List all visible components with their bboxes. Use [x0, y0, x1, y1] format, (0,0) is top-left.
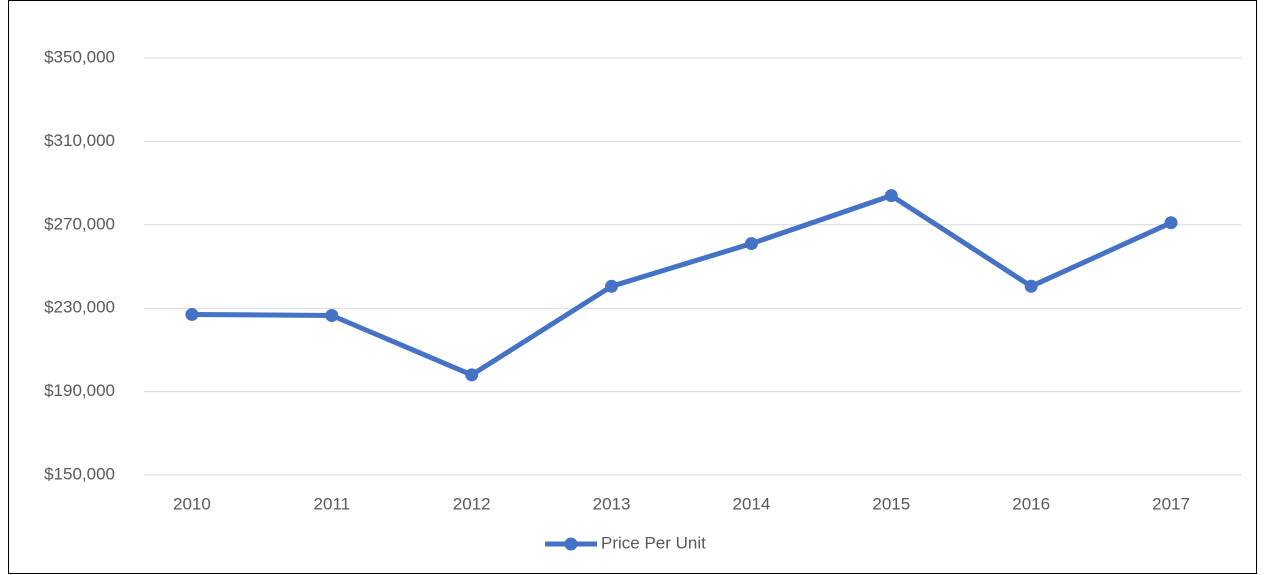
x-tick-label: 2017	[1152, 494, 1190, 513]
legend-label: Price Per Unit	[601, 533, 706, 552]
data-point	[465, 368, 479, 382]
y-tick-label: $270,000	[44, 214, 115, 233]
data-point	[744, 237, 758, 251]
x-tick-label: 2015	[872, 494, 910, 513]
data-point	[1024, 279, 1038, 293]
data-point	[325, 308, 339, 322]
x-tick-label: 2013	[593, 494, 631, 513]
x-tick-label: 2010	[173, 494, 211, 513]
data-point	[605, 279, 619, 293]
y-tick-label: $310,000	[44, 131, 115, 150]
x-tick-label: 2012	[453, 494, 491, 513]
legend-swatch-marker	[564, 537, 578, 551]
y-tick-label: $150,000	[44, 464, 115, 483]
data-point	[1164, 216, 1178, 230]
data-point	[884, 189, 898, 203]
series-line	[191, 193, 1173, 378]
y-tick-label: $230,000	[44, 298, 115, 317]
x-tick-label: 2014	[733, 494, 771, 513]
data-point	[185, 307, 199, 321]
x-tick-label: 2016	[1012, 494, 1050, 513]
x-tick-label: 2011	[314, 494, 351, 513]
y-tick-label: $350,000	[44, 47, 115, 66]
y-tick-label: $190,000	[44, 381, 115, 400]
chart-frame	[8, 0, 1257, 574]
